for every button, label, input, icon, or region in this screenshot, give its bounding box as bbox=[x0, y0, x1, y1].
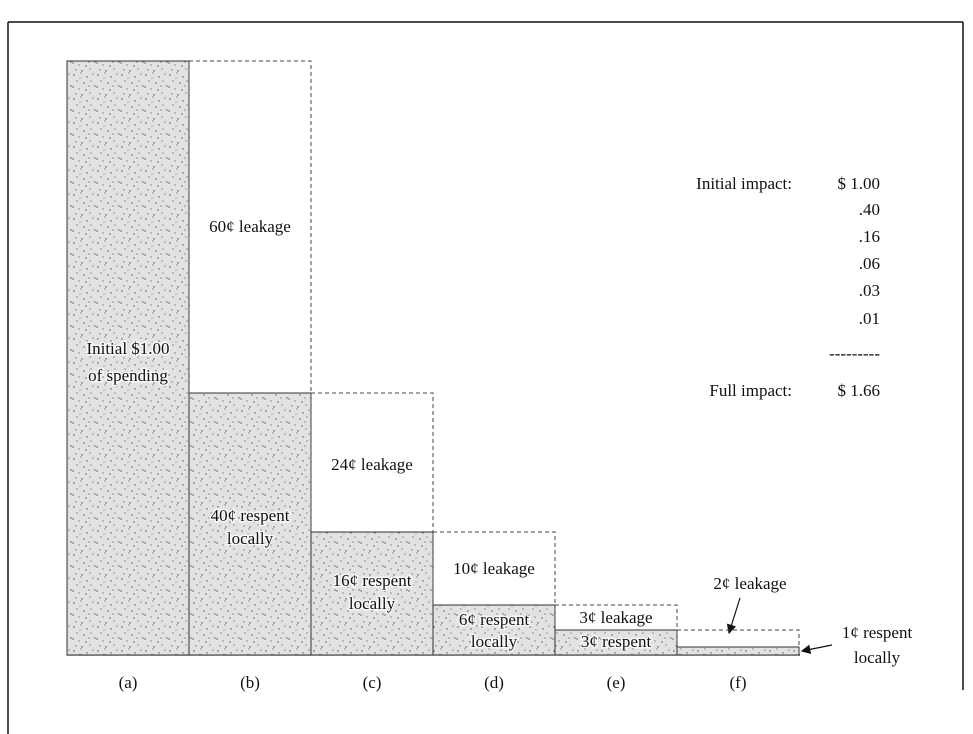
leakage-label: 3¢ leakage bbox=[579, 608, 652, 627]
respent-box bbox=[432, 604, 556, 656]
column-letter: (a) bbox=[119, 673, 138, 692]
impact-value: .16 bbox=[859, 227, 880, 246]
arrow bbox=[726, 597, 741, 635]
leakage-label: 60¢ leakage bbox=[209, 217, 291, 236]
respent-box bbox=[554, 629, 678, 656]
impact-separator: --------- bbox=[829, 344, 880, 363]
leakage-label: 24¢ leakage bbox=[331, 455, 413, 474]
respent-label: locally bbox=[471, 632, 518, 651]
column-letter: (b) bbox=[240, 673, 260, 692]
callout: 2¢ leakage bbox=[713, 574, 786, 593]
respent-label: locally bbox=[349, 594, 396, 613]
respent-label: 40¢ respent bbox=[211, 506, 290, 525]
column-letter: (c) bbox=[363, 673, 382, 692]
leakage-label: 10¢ leakage bbox=[453, 559, 535, 578]
column-letter: (f) bbox=[730, 673, 747, 692]
column-letter: (e) bbox=[607, 673, 626, 692]
respent-label: locally bbox=[227, 529, 274, 548]
impact-value: .03 bbox=[859, 281, 880, 300]
respent-box bbox=[188, 392, 312, 656]
callout: 1¢ respent bbox=[842, 623, 913, 642]
impact-label: Initial impact: bbox=[696, 174, 792, 193]
impact-value: .40 bbox=[859, 200, 880, 219]
impact-value: $ 1.00 bbox=[838, 174, 881, 193]
total-label: Full impact: bbox=[709, 381, 792, 400]
column-letter: (d) bbox=[484, 673, 504, 692]
respent-label: Initial $1.00 bbox=[86, 339, 169, 358]
leakage-box bbox=[676, 629, 800, 648]
impact-value: .06 bbox=[859, 254, 880, 273]
respent-box bbox=[676, 646, 800, 656]
respent-label: 16¢ respent bbox=[333, 571, 412, 590]
respent-label: of spending bbox=[88, 366, 168, 385]
leakage-box bbox=[554, 604, 678, 631]
respent-label: 3¢ respent bbox=[581, 632, 652, 651]
arrow bbox=[800, 644, 833, 655]
respent-label: 6¢ respent bbox=[459, 610, 530, 629]
respent-box bbox=[66, 60, 190, 656]
total-value: $ 1.66 bbox=[838, 381, 881, 400]
frame bbox=[7, 21, 964, 734]
callout: locally bbox=[854, 648, 901, 667]
impact-value: .01 bbox=[859, 309, 880, 328]
respent-box bbox=[310, 531, 434, 656]
